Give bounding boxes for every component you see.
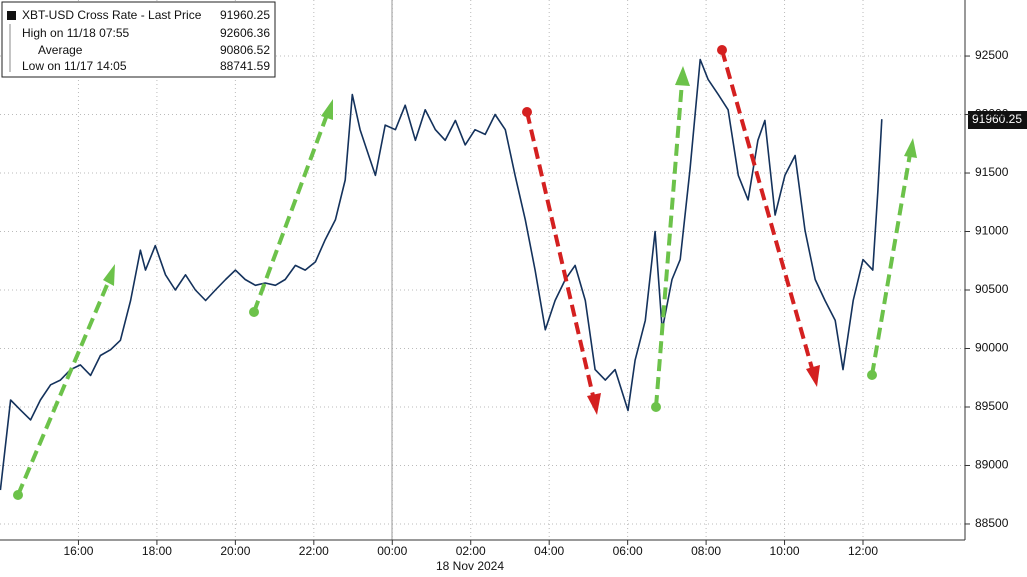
legend-label: XBT-USD Cross Rate - Last Price: [22, 8, 202, 22]
x-tick-label: 16:00: [63, 544, 93, 558]
arrow-head: [587, 393, 601, 415]
x-tick-label: 02:00: [456, 544, 486, 558]
arrow-tail: [651, 402, 661, 412]
legend-value: 92606.36: [220, 26, 270, 40]
last-price-tag: [968, 111, 1027, 129]
arrow-tail: [522, 107, 532, 117]
legend-swatch: [7, 11, 16, 20]
arrow-heads: [13, 45, 917, 500]
x-tick-label: 18:00: [142, 544, 172, 558]
y-tick-label: 91500: [975, 165, 1009, 179]
legend-label: High on 11/18 07:55: [22, 26, 130, 40]
legend: XBT-USD Cross Rate - Last Price 91960.25…: [1, 1, 276, 78]
x-tick-label: 06:00: [613, 544, 643, 558]
arrow: [870, 153, 912, 376]
arrow-tail: [717, 45, 727, 55]
x-tick-label: 12:00: [848, 544, 878, 558]
price-line: [0, 58, 883, 491]
arrow-tail: [249, 307, 259, 317]
legend-label: Average: [38, 43, 83, 57]
arrow: [16, 277, 112, 496]
green-arrows: [16, 81, 912, 496]
arrow: [654, 81, 684, 408]
legend-box: [1, 1, 276, 78]
arrow: [525, 111, 596, 401]
arrow-head: [103, 264, 115, 286]
arrow-head: [321, 99, 333, 120]
y-tick-label: 90500: [975, 282, 1009, 296]
arrow-head: [806, 365, 820, 387]
arrow-head: [904, 138, 917, 158]
y-tick-label: 89500: [975, 399, 1009, 413]
last-price-label: 91960.25: [972, 112, 1022, 126]
arrow-tail: [13, 490, 23, 500]
red-arrows: [525, 49, 815, 401]
annotations: [16, 49, 912, 496]
y-tick-label: 92000: [975, 107, 1009, 121]
y-tick-label: 92500: [975, 48, 1009, 62]
y-tick-label: 91000: [975, 224, 1009, 238]
x-tick-label: 22:00: [299, 544, 329, 558]
x-tick-label: 00:00: [377, 544, 407, 558]
arrow-tail: [867, 370, 877, 380]
legend-value: 90806.52: [220, 43, 270, 57]
x-axis-label: 18 Nov 2024: [436, 559, 504, 573]
legend-value: 91960.25: [220, 8, 270, 22]
x-tick-label: 08:00: [691, 544, 721, 558]
legend-value: 88741.59: [220, 59, 270, 73]
legend-label: Low on 11/17 14:05: [22, 59, 127, 73]
x-tick-label: 04:00: [534, 544, 564, 558]
y-tick-label: 88500: [975, 516, 1009, 530]
y-tick-label: 89000: [975, 458, 1009, 472]
arrow: [720, 49, 815, 373]
plot: [0, 58, 883, 491]
arrow-head: [675, 66, 690, 86]
x-tick-label: 10:00: [770, 544, 800, 558]
y-tick-label: 90000: [975, 341, 1009, 355]
x-tick-label: 20:00: [220, 544, 250, 558]
